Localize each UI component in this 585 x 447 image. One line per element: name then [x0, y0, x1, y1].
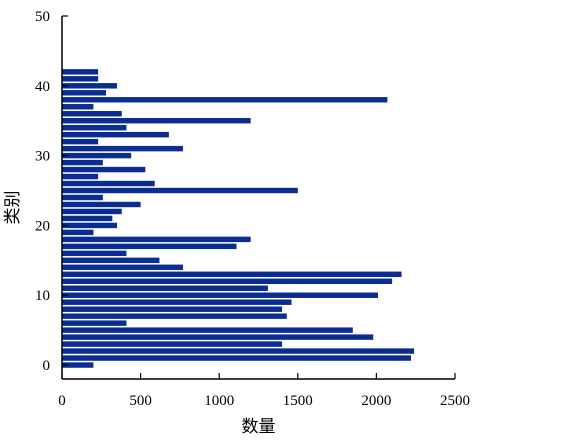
bar-category-40	[62, 83, 118, 89]
bar-category-16	[62, 250, 127, 257]
y-tick-label-10: 10	[35, 288, 50, 304]
bar-category-36	[62, 111, 122, 117]
bars-layer	[62, 69, 415, 368]
bar-category-9	[62, 299, 292, 305]
bar-category-33	[62, 131, 169, 138]
bar-category-8	[62, 306, 283, 312]
bar-category-5	[62, 327, 353, 333]
x-tick-label-1500: 1500	[283, 393, 313, 409]
axes-layer	[61, 16, 455, 380]
y-axis-title: 类别	[3, 191, 23, 225]
bar-category-31	[62, 145, 184, 152]
x-axis-ticks: 0 500 1000 1500 2000 2500	[58, 373, 470, 409]
y-tick-label-30: 30	[35, 149, 50, 165]
bar-category-14	[62, 264, 184, 271]
bar-category-1	[62, 355, 411, 361]
x-tick-label-2000: 2000	[361, 393, 391, 409]
y-tick-label-50: 50	[35, 9, 50, 25]
bar-category-30	[62, 152, 132, 159]
bar-category-25	[62, 187, 298, 194]
bar-category-42	[62, 69, 99, 75]
bar-category-22	[62, 208, 122, 215]
bar-category-26	[62, 180, 155, 187]
x-tick-label-0: 0	[58, 393, 66, 409]
bar-category-7	[62, 313, 287, 319]
bar-category-28	[62, 166, 146, 173]
bar-category-6	[62, 320, 127, 326]
bar-category-34	[62, 124, 127, 131]
bar-category-21	[62, 215, 113, 222]
y-tick-label-0: 0	[43, 358, 51, 374]
bar-category-12	[62, 278, 393, 284]
bar-category-18	[62, 236, 251, 243]
bar-category-27	[62, 173, 99, 180]
bar-category-29	[62, 159, 103, 166]
bar-category-2	[62, 348, 415, 354]
bar-category-24	[62, 194, 103, 201]
bar-category-17	[62, 243, 237, 250]
bar-category-23	[62, 201, 141, 208]
x-axis-title: 数量	[242, 417, 276, 437]
bar-category-4	[62, 334, 374, 340]
y-axis-ticks: 0 10 20 30 40 50	[35, 9, 68, 374]
y-tick-label-20: 20	[35, 218, 50, 234]
bar-category-37	[62, 104, 94, 110]
y-tick-label-40: 40	[35, 79, 50, 95]
x-tick-label-1000: 1000	[204, 393, 234, 409]
bar-category-19	[62, 229, 94, 236]
bar-category-3	[62, 341, 283, 347]
x-tick-label-500: 500	[129, 393, 152, 409]
bar-category-11	[62, 285, 268, 291]
bar-category-35	[62, 117, 251, 124]
bar-category-20	[62, 222, 118, 229]
bar-category-0	[62, 362, 94, 368]
bar-category-38	[62, 97, 388, 103]
bar-category-13	[62, 271, 402, 278]
bar-category-15	[62, 257, 160, 264]
bar-category-10	[62, 292, 378, 298]
bar-category-39	[62, 90, 107, 96]
x-tick-label-2500: 2500	[440, 393, 470, 409]
bar-category-41	[62, 76, 99, 82]
bar-category-32	[62, 138, 99, 145]
